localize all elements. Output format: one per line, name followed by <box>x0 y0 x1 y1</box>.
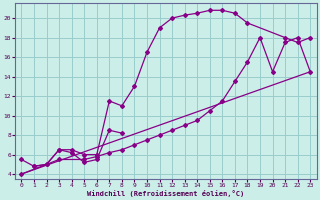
X-axis label: Windchill (Refroidissement éolien,°C): Windchill (Refroidissement éolien,°C) <box>87 190 244 197</box>
